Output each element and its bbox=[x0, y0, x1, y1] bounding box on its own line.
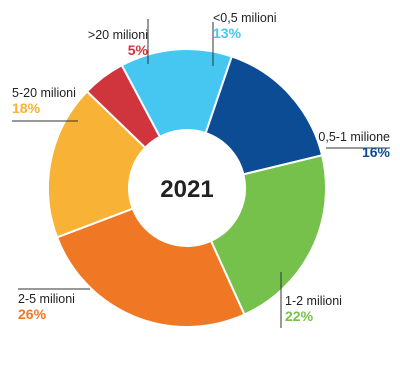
slice-category-label: 5-20 milioni bbox=[12, 86, 76, 100]
donut-slice bbox=[85, 63, 162, 150]
donut-slices bbox=[47, 48, 327, 328]
center-year-label: 2021 bbox=[160, 176, 213, 203]
slice-category-label: 2-5 milioni bbox=[18, 292, 75, 306]
slice-value-label: 13% bbox=[213, 25, 242, 41]
donut-slice bbox=[204, 55, 324, 176]
donut-slice bbox=[209, 154, 327, 316]
slice-category-label: <0,5 milioni bbox=[213, 11, 277, 25]
slice-value-label: 16% bbox=[362, 144, 391, 160]
slice-value-label: 18% bbox=[12, 100, 41, 116]
slice-category-label: >20 milioni bbox=[88, 28, 148, 42]
slice-category-label: 0,5-1 milione bbox=[318, 130, 390, 144]
slice-value-label: 22% bbox=[285, 308, 314, 324]
slice-category-label: 1-2 milioni bbox=[285, 294, 342, 308]
slice-value-label: 26% bbox=[18, 306, 47, 322]
donut-slice bbox=[47, 90, 147, 239]
donut-slice bbox=[55, 207, 246, 328]
slice-value-label: 5% bbox=[128, 42, 149, 58]
